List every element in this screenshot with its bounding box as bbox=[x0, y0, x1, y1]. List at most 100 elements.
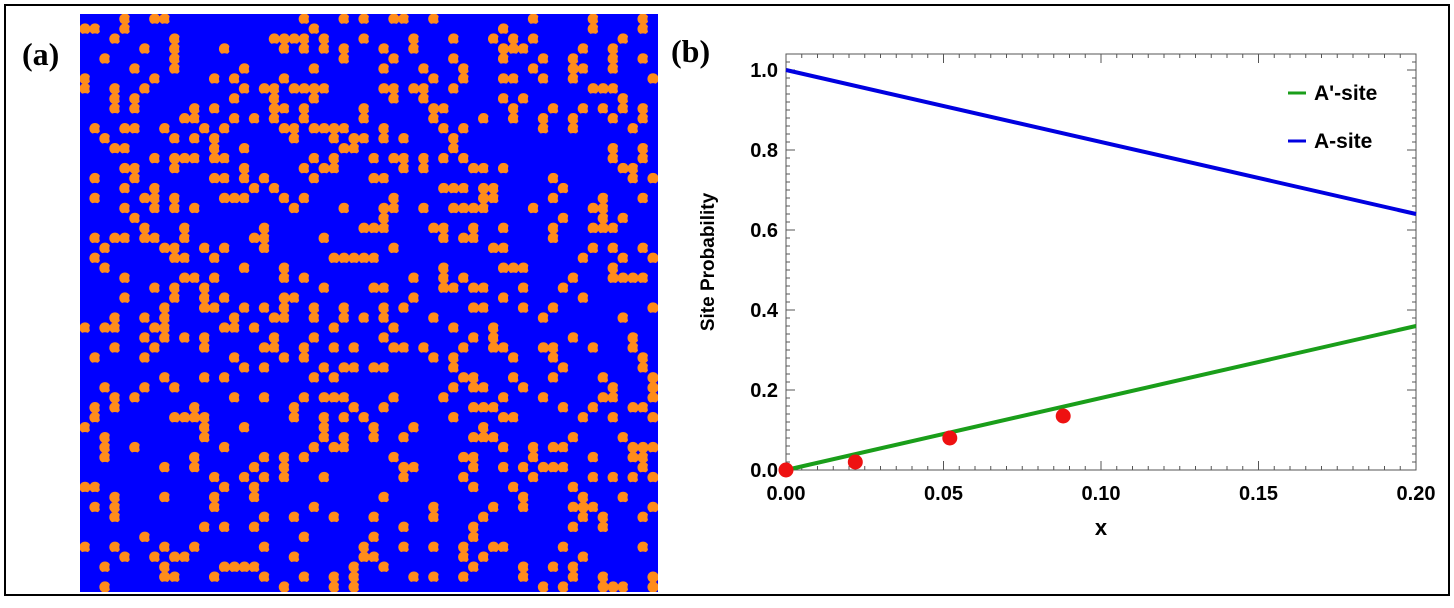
host-site bbox=[228, 222, 241, 234]
host-site bbox=[139, 123, 151, 135]
host-site bbox=[438, 372, 450, 384]
host-site bbox=[338, 33, 350, 45]
dopant-site bbox=[637, 451, 649, 464]
host-site bbox=[468, 312, 480, 324]
host-site bbox=[378, 431, 390, 444]
host-site bbox=[298, 232, 310, 244]
host-site bbox=[438, 451, 450, 464]
host-site bbox=[468, 511, 480, 523]
host-site bbox=[557, 123, 569, 135]
host-site bbox=[448, 372, 460, 384]
dopant-site bbox=[169, 132, 181, 145]
dopant-site bbox=[468, 202, 480, 214]
host-site bbox=[537, 421, 549, 434]
host-site bbox=[408, 182, 420, 194]
host-site bbox=[547, 292, 559, 304]
host-site bbox=[179, 162, 191, 175]
host-site bbox=[159, 262, 171, 274]
host-site bbox=[139, 461, 151, 474]
host-site bbox=[80, 571, 91, 583]
host-site bbox=[537, 511, 549, 523]
dopant-site bbox=[487, 192, 500, 204]
host-site bbox=[89, 142, 101, 155]
host-site bbox=[547, 202, 559, 214]
dopant-site bbox=[99, 382, 111, 394]
host-site bbox=[368, 441, 380, 454]
dopant-site bbox=[557, 212, 569, 224]
host-site bbox=[398, 451, 410, 464]
host-site bbox=[198, 33, 211, 45]
dopant-site bbox=[557, 182, 569, 194]
host-site bbox=[338, 262, 350, 274]
host-site bbox=[557, 312, 569, 324]
host-site bbox=[308, 43, 320, 55]
host-site bbox=[218, 392, 231, 404]
host-site bbox=[338, 382, 350, 394]
host-site bbox=[537, 23, 549, 35]
host-site bbox=[617, 113, 629, 125]
host-site bbox=[567, 451, 579, 464]
dopant-site bbox=[458, 232, 470, 244]
dopant-site bbox=[597, 192, 609, 204]
host-site bbox=[179, 202, 191, 214]
host-site bbox=[537, 162, 549, 175]
host-site bbox=[607, 93, 619, 105]
host-site bbox=[298, 561, 310, 573]
host-site bbox=[338, 581, 350, 592]
host-site bbox=[487, 421, 500, 434]
host-site bbox=[129, 541, 141, 553]
dopant-site bbox=[478, 162, 490, 175]
host-site bbox=[537, 531, 549, 543]
host-site bbox=[368, 83, 380, 95]
host-site bbox=[99, 541, 111, 553]
host-site bbox=[428, 162, 440, 175]
host-site bbox=[567, 33, 579, 45]
host-site bbox=[80, 142, 91, 155]
host-site bbox=[527, 43, 540, 55]
dopant-site bbox=[238, 471, 251, 483]
host-site bbox=[109, 152, 121, 165]
host-site bbox=[647, 222, 658, 234]
host-site bbox=[308, 53, 320, 65]
host-site bbox=[218, 63, 231, 75]
host-site bbox=[517, 33, 530, 45]
host-site bbox=[338, 322, 350, 334]
host-site bbox=[537, 352, 549, 364]
host-site bbox=[338, 212, 350, 224]
host-site bbox=[208, 33, 221, 45]
host-site bbox=[308, 571, 320, 583]
host-site bbox=[458, 113, 470, 125]
dopant-site bbox=[288, 132, 300, 145]
host-site bbox=[438, 412, 450, 424]
dopant-site bbox=[89, 252, 101, 264]
dopant-site bbox=[577, 43, 589, 55]
host-site bbox=[587, 372, 599, 384]
host-site bbox=[378, 342, 390, 354]
dopant-site bbox=[458, 152, 470, 165]
host-site bbox=[428, 252, 440, 264]
host-site bbox=[388, 571, 400, 583]
host-site bbox=[258, 441, 270, 454]
host-site bbox=[368, 132, 380, 145]
host-site bbox=[278, 23, 290, 35]
dopant-site bbox=[129, 172, 141, 185]
host-site bbox=[218, 531, 231, 543]
dopant-site bbox=[208, 471, 221, 483]
host-site bbox=[80, 282, 91, 294]
host-site bbox=[119, 471, 131, 483]
host-site bbox=[527, 531, 540, 543]
host-site bbox=[278, 362, 290, 374]
dopant-site bbox=[408, 571, 420, 583]
host-site bbox=[597, 113, 609, 125]
host-site bbox=[338, 421, 350, 434]
host-site bbox=[637, 342, 649, 354]
dopant-site bbox=[278, 471, 290, 483]
host-site bbox=[438, 23, 450, 35]
host-site bbox=[189, 362, 201, 374]
host-site bbox=[348, 332, 360, 344]
dopant-site bbox=[587, 451, 599, 464]
host-site bbox=[408, 551, 420, 563]
host-site bbox=[368, 23, 380, 35]
host-site bbox=[198, 441, 211, 454]
host-site bbox=[597, 252, 609, 264]
